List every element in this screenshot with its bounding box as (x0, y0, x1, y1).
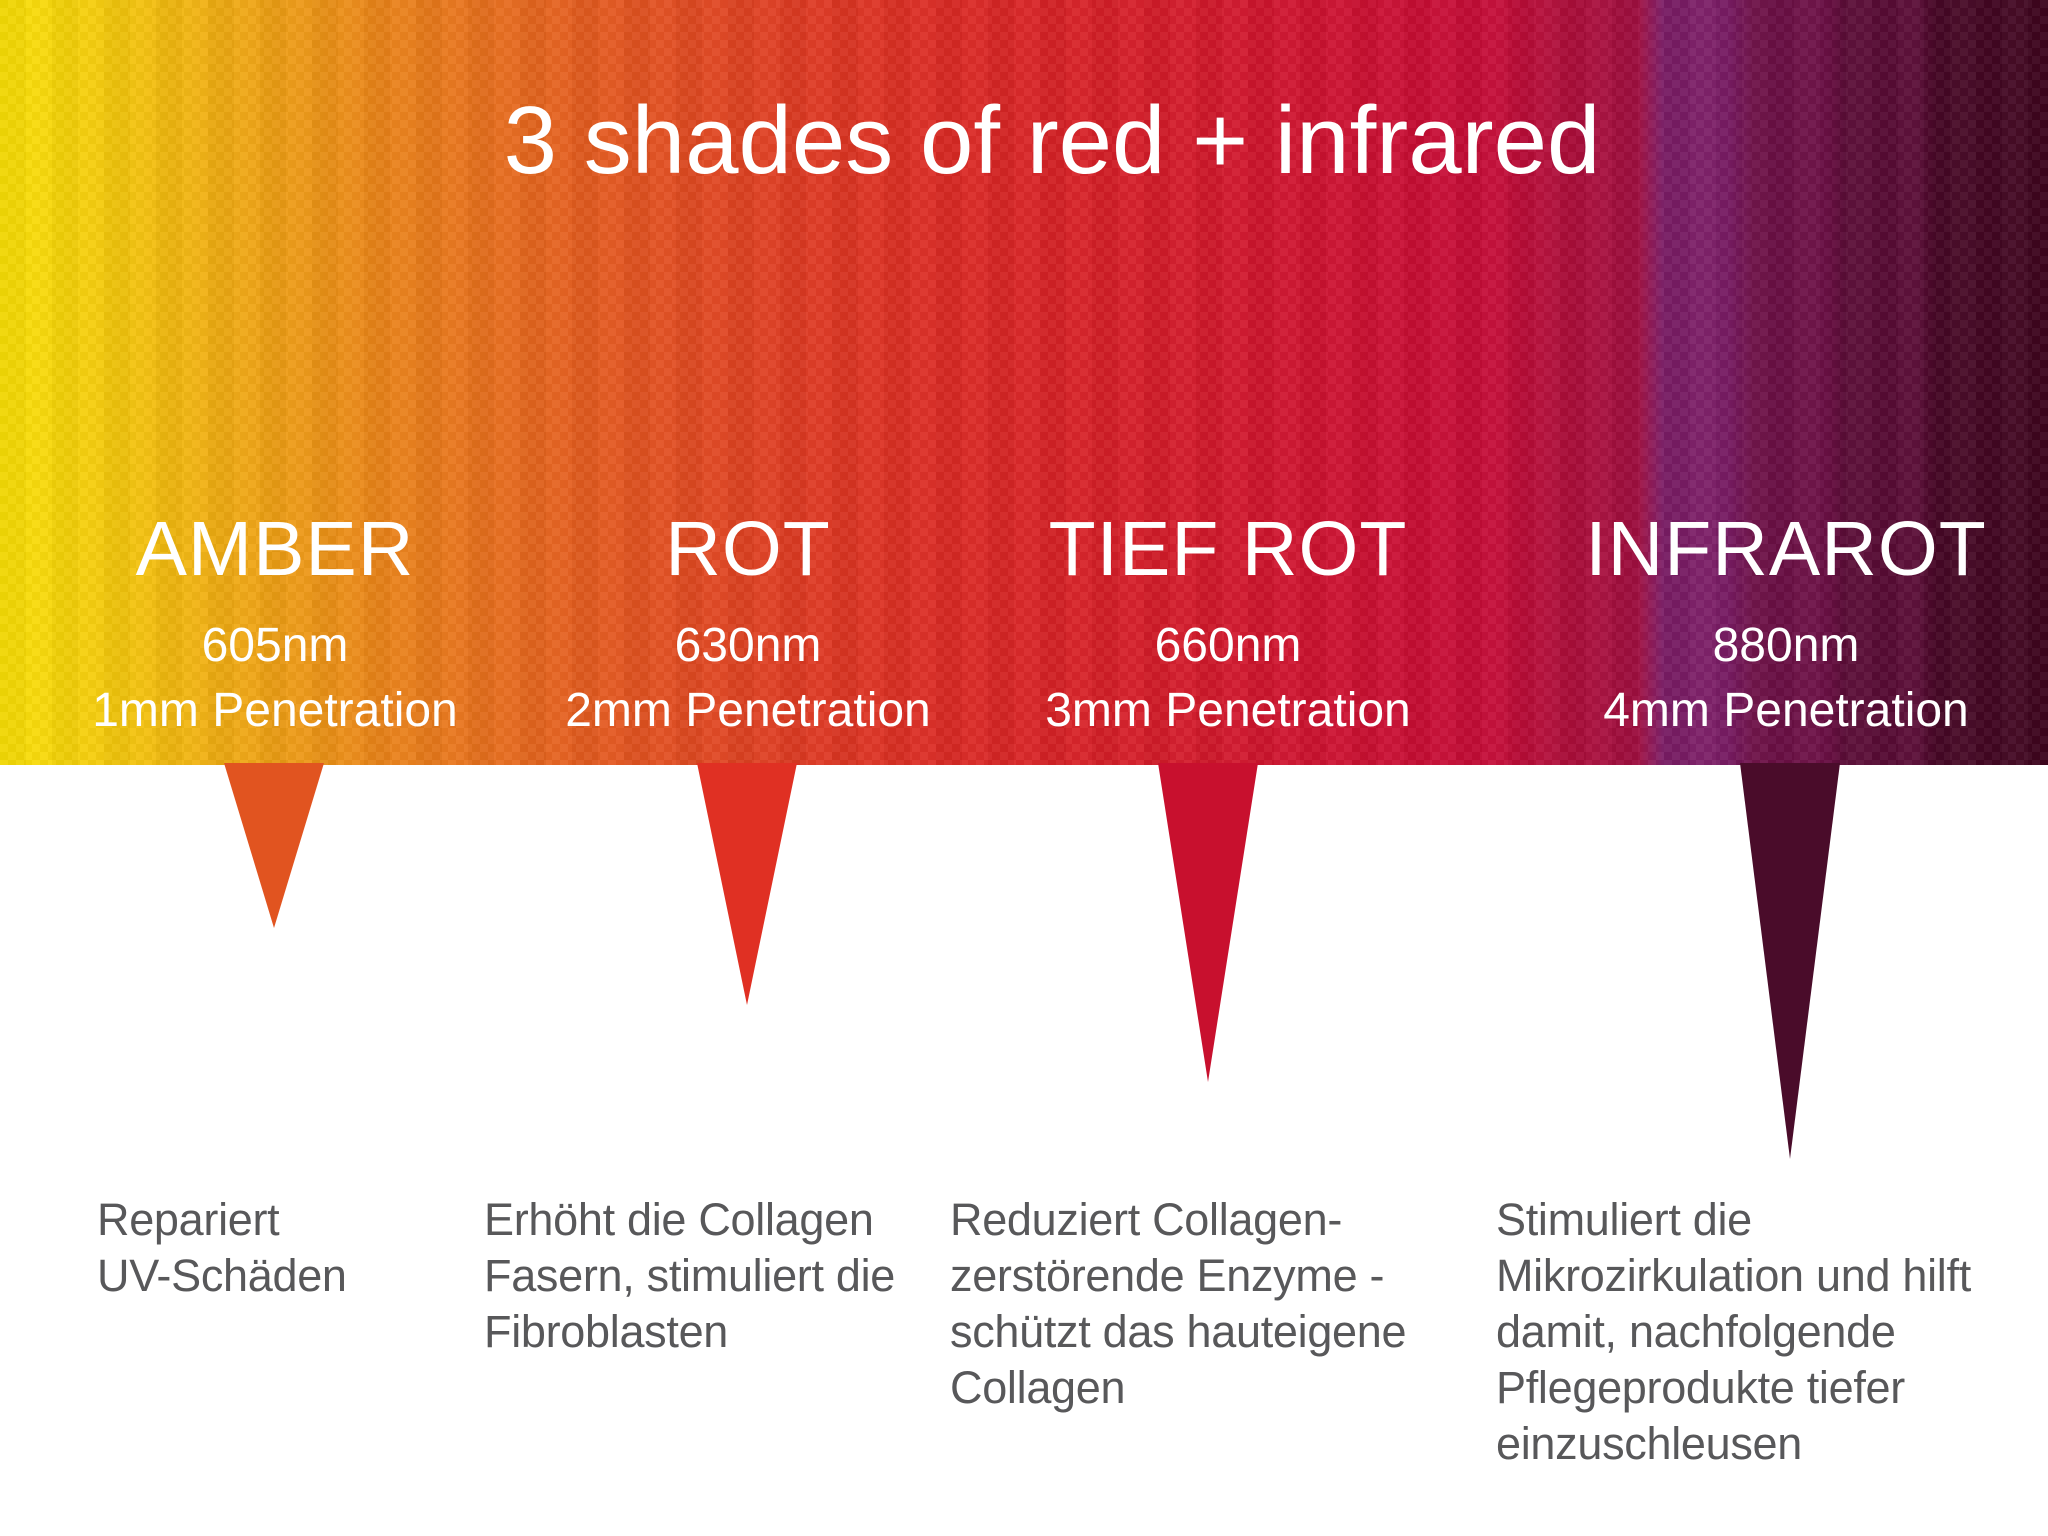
wavelength-label-infrarot: 880nm (1712, 619, 1860, 672)
penetration-label-rot: 2mm Penetration (565, 684, 931, 737)
column-rot: ROT 630nm 2mm Penetration (428, 508, 1068, 738)
column-infrarot: INFRAROT 880nm 4mm Penetration (1466, 508, 2048, 738)
band-label-amber: AMBER (135, 506, 415, 592)
column-tief-rot: TIEF ROT 660nm 3mm Penetration (908, 508, 1548, 738)
description-infrarot: Stimuliert die Mikrozirkulation und hilf… (1496, 1194, 1971, 1469)
description-amber: Repariert UV-Schäden (97, 1194, 347, 1301)
penetration-triangle-amber (224, 763, 324, 928)
penetration-label-tief-rot: 3mm Penetration (1045, 684, 1411, 737)
penetration-label-amber: 1mm Penetration (92, 684, 458, 737)
penetration-triangle-tief-rot (1158, 763, 1258, 1082)
wavelength-label-amber: 605nm (201, 619, 349, 672)
column-amber: AMBER 605nm 1mm Penetration (0, 508, 595, 738)
penetration-triangle-rot (697, 763, 797, 1005)
penetration-triangle-infrarot (1740, 763, 1840, 1159)
description-rot: Erhöht die Collagen Fasern, stimuliert d… (484, 1194, 896, 1357)
penetration-label-infrarot: 4mm Penetration (1603, 684, 1969, 737)
page-title: 3 shades of red + infrared (503, 87, 1601, 194)
band-label-infrarot: INFRAROT (1585, 506, 1987, 592)
spectrum-band: 3 shades of red + infrared AMBER 605nm 1… (0, 0, 2048, 765)
band-label-rot: ROT (665, 506, 831, 592)
wavelength-label-tief-rot: 660nm (1154, 619, 1302, 672)
description-tief-rot: Reduziert Collagen- zerstörende Enzyme -… (950, 1194, 1407, 1413)
wavelength-label-rot: 630nm (674, 619, 822, 672)
band-label-tief-rot: TIEF ROT (1048, 506, 1408, 592)
